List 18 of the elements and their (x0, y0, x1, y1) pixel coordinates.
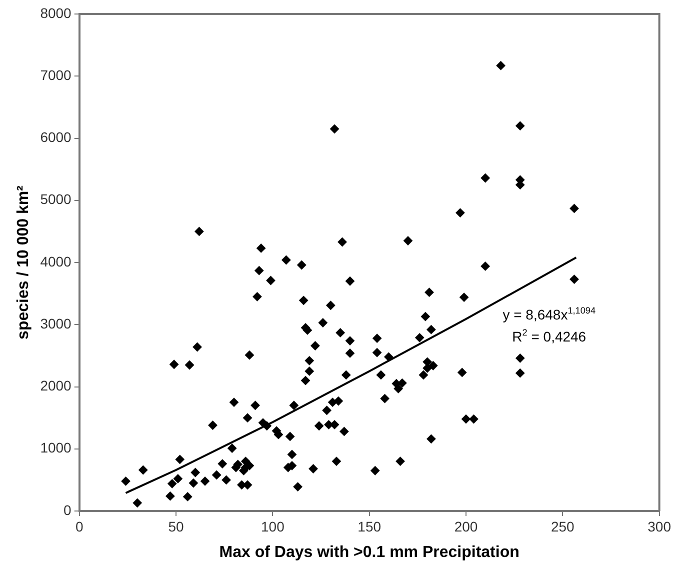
y-tick-label: 1000 (40, 440, 72, 456)
x-tick-label: 0 (75, 518, 84, 534)
y-tick-label: 5000 (40, 191, 72, 208)
y-tick-label: 7000 (40, 66, 72, 83)
y-tick-label: 6000 (40, 129, 72, 146)
x-tick-label: 50 (168, 518, 184, 534)
y-tick-label: 8000 (40, 4, 72, 21)
x-tick-label: 250 (550, 518, 575, 534)
x-axis-title: Max of Days with >0.1 mm Precipitation (219, 544, 520, 561)
y-tick-label: 0 (64, 502, 72, 518)
x-tick-label: 100 (260, 518, 285, 534)
y-tick-label: 3000 (40, 315, 72, 332)
y-tick-label: 4000 (40, 253, 72, 270)
x-tick-label: 200 (454, 518, 478, 534)
y-axis-title: species / 10 000 km² (15, 186, 32, 340)
x-tick-label: 150 (358, 518, 382, 534)
y-tick-label: 2000 (40, 378, 72, 394)
x-tick-label: 300 (648, 518, 672, 534)
